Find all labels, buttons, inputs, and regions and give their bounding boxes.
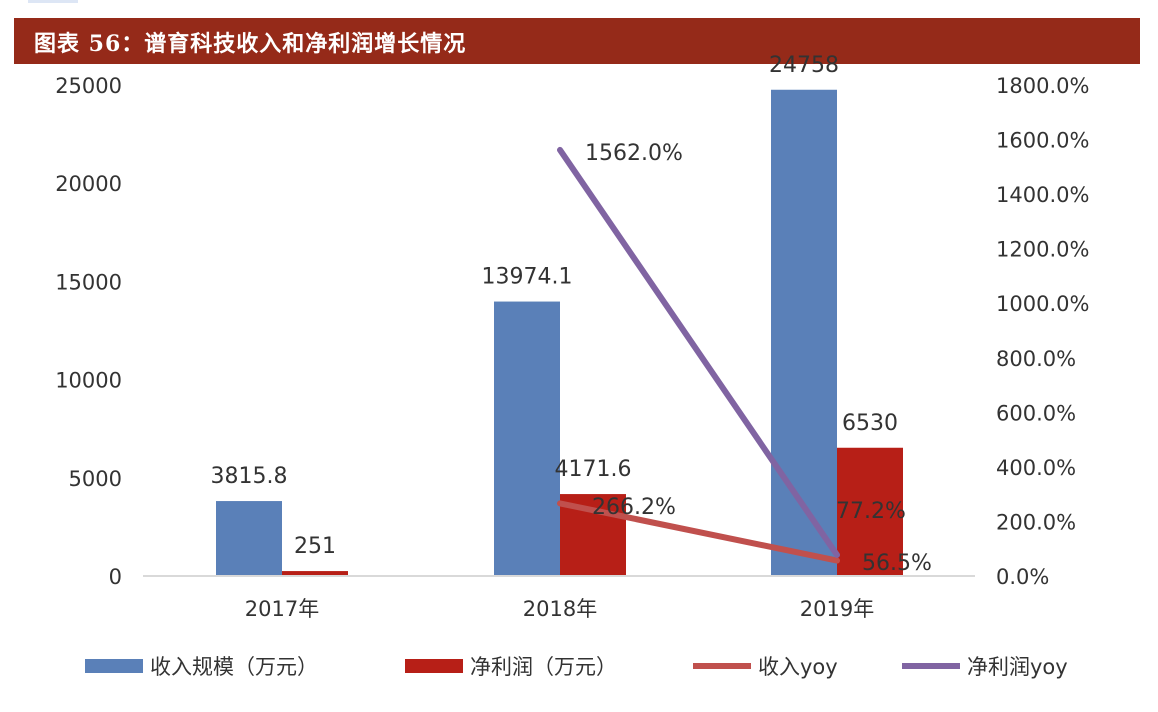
left-tick-label: 25000 — [55, 74, 122, 98]
bar-data-label: 24758 — [769, 53, 839, 78]
left-tick-label: 5000 — [69, 467, 122, 491]
bar-revenue — [216, 501, 282, 576]
left-tick-label: 15000 — [55, 270, 122, 294]
right-tick-label: 0.0% — [996, 565, 1049, 589]
right-tick-label: 800.0% — [996, 347, 1076, 371]
right-tick-label: 1400.0% — [996, 183, 1089, 207]
legend-label: 收入规模（万元） — [150, 655, 318, 679]
right-tick-label: 1600.0% — [996, 129, 1089, 153]
left-tick-label: 0 — [109, 565, 122, 589]
right-tick-label: 1800.0% — [996, 74, 1089, 98]
bar-data-label: 251 — [294, 534, 336, 559]
bar-data-label: 6530 — [842, 411, 898, 436]
line-data-label: 77.2% — [836, 499, 906, 524]
bar-revenue — [771, 89, 837, 577]
line-net-profit-yoy — [557, 146, 840, 558]
legend-label: 净利润yoy — [967, 655, 1068, 679]
bar-net-profit — [282, 571, 348, 576]
bar-data-label: 3815.8 — [211, 464, 288, 489]
line-revenue-yoy — [557, 500, 840, 564]
right-tick-label: 200.0% — [996, 510, 1076, 534]
legend-label: 净利润（万元） — [470, 655, 617, 679]
x-tick-label: 2018年 — [523, 597, 597, 621]
bar-revenue — [494, 301, 560, 576]
right-tick-label: 1200.0% — [996, 238, 1089, 262]
chart-title: 图表 56：谱育科技收入和净利润增长情况 — [34, 31, 467, 57]
line-data-label: 1562.0% — [585, 141, 683, 166]
bar-net-profit — [837, 447, 903, 576]
right-tick-label: 1000.0% — [996, 292, 1089, 316]
title-bar: 图表 56：谱育科技收入和净利润增长情况 — [14, 18, 1140, 64]
line-data-label: 266.2% — [592, 495, 676, 520]
bar-data-label: 4171.6 — [555, 457, 632, 482]
left-tick-label: 10000 — [55, 369, 122, 393]
line-data-label: 56.5% — [862, 551, 932, 576]
legend-swatch — [85, 659, 143, 673]
bar-data-label: 13974.1 — [482, 265, 573, 290]
top-accent — [28, 0, 78, 3]
right-tick-label: 400.0% — [996, 456, 1076, 480]
right-tick-label: 600.0% — [996, 401, 1076, 425]
left-tick-label: 20000 — [55, 172, 122, 196]
legend-label: 收入yoy — [758, 655, 838, 679]
x-tick-label: 2019年 — [800, 597, 874, 621]
x-tick-label: 2017年 — [245, 597, 319, 621]
legend-swatch — [405, 659, 463, 673]
